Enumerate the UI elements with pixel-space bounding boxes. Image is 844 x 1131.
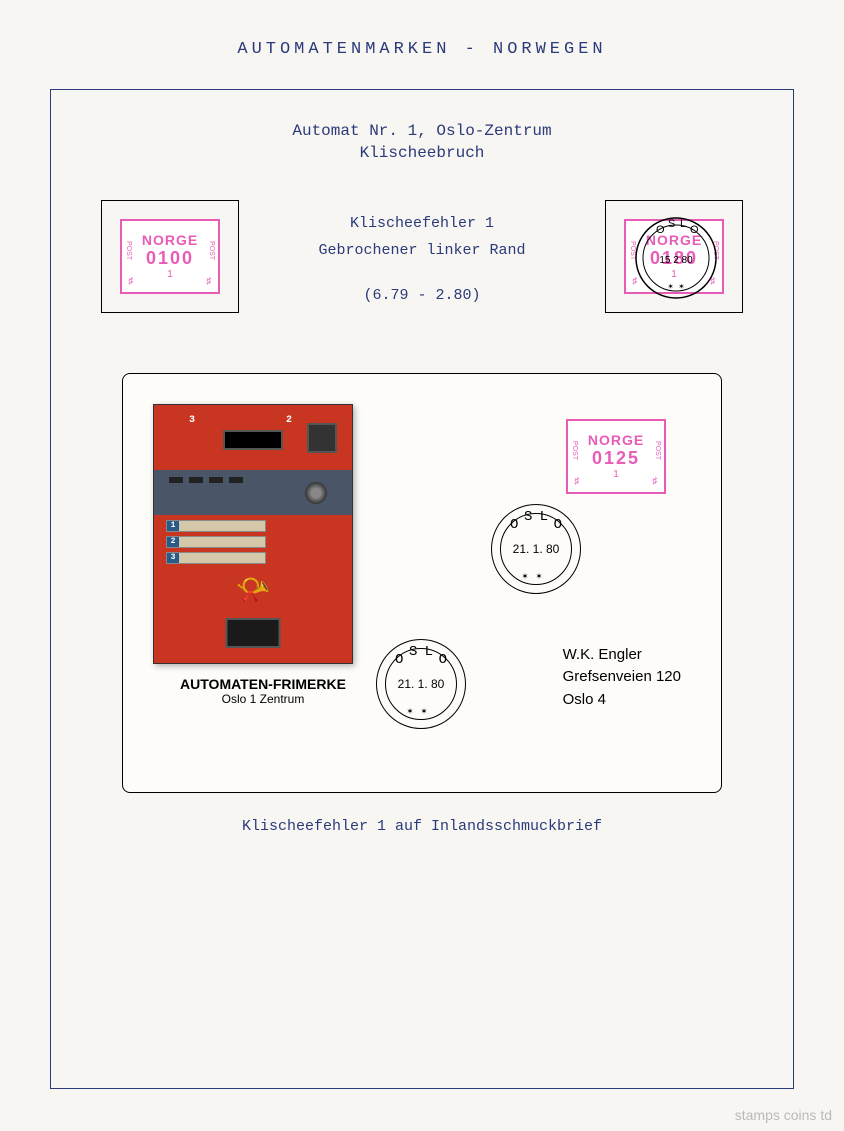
album-page: AUTOMATENMARKEN - NORWEGEN Automat Nr. 1…: [0, 0, 844, 1131]
machine-caption: AUTOMATEN-FRIMERKE Oslo 1 Zentrum: [153, 676, 373, 706]
postmark-date: 21. 1. 80: [398, 677, 445, 691]
pm-char: O: [554, 517, 562, 533]
stamp-number: 1: [167, 269, 173, 280]
postmark-circle: O S L O 21. 1. 80 ✶✶: [491, 504, 581, 594]
arrow-icon: 3: [189, 415, 195, 426]
stamp-post-left: POST: [125, 241, 132, 260]
svg-text:S: S: [668, 218, 675, 230]
pm-char: O: [395, 652, 403, 668]
label-num: 3: [167, 553, 179, 563]
stamp-post-left: POST: [571, 441, 578, 460]
machine-display: [223, 430, 283, 450]
watermark: stamps coins td: [735, 1107, 832, 1123]
bottom-caption: Klischeefehler 1 auf Inlandsschmuckbrief: [81, 818, 763, 835]
horn-icon: ♯: [632, 277, 638, 288]
vending-machine: 3 2 1: [153, 404, 353, 664]
machine-btn: [229, 477, 243, 483]
stamp-left: NORGE 0100 1 POST POST ♯ ♯: [120, 219, 220, 294]
label-num: 2: [167, 537, 179, 547]
stamp-value: 0125: [592, 448, 640, 469]
caption-title: AUTOMATEN-FRIMERKE: [153, 676, 373, 692]
middle-text: Klischeefehler 1 Gebrochener linker Rand…: [239, 210, 605, 309]
machine-knob: [305, 482, 327, 504]
caption-sub: Oslo 1 Zentrum: [153, 692, 373, 706]
horn-icon: ♯: [128, 277, 134, 288]
pm-char: S: [409, 644, 417, 660]
stamp-country: NORGE: [588, 432, 644, 448]
arrow-icon: 2: [286, 415, 292, 426]
machine-label-row: 1: [166, 520, 266, 532]
stamps-row: NORGE 0100 1 POST POST ♯ ♯ Klischeefehle…: [81, 200, 763, 313]
pm-char: O: [439, 652, 447, 668]
envelope-frame: 3 2 1: [122, 373, 722, 793]
machine-btn: [209, 477, 223, 483]
stamp-country: NORGE: [142, 232, 198, 248]
svg-text:L: L: [680, 218, 686, 230]
stamp-right: NORGE 0180 1 POST POST ♯ ♯ O S L O 15 2 …: [624, 219, 724, 294]
address: W.K. Engler Grefsenveien 120 Oslo 4: [563, 644, 681, 712]
stamp-box-right: NORGE 0180 1 POST POST ♯ ♯ O S L O 15 2 …: [605, 200, 743, 313]
middle-line1: Klischeefehler 1: [259, 210, 585, 237]
machine-window: [307, 423, 337, 453]
stamp-box-left: NORGE 0100 1 POST POST ♯ ♯: [101, 200, 239, 313]
header-line2: Klischeebruch: [81, 142, 763, 164]
envelope: 3 2 1: [123, 374, 721, 792]
stamp-value: 0100: [146, 248, 194, 269]
horn-icon: ♯: [574, 477, 580, 488]
machine-label-row: 3: [166, 552, 266, 564]
machine-buttons: [169, 477, 243, 483]
postmark-date: 21. 1. 80: [513, 542, 560, 556]
middle-line3: (6.79 - 2.80): [259, 282, 585, 309]
horn-icon: ♯: [206, 277, 212, 288]
horn-icon: ♯: [652, 477, 658, 488]
envelope-stamp: NORGE 0125 1 POST POST ♯ ♯: [566, 419, 666, 494]
address-city: Oslo 4: [563, 689, 681, 712]
stamp-value: 0180: [650, 248, 698, 269]
postmark-2: O S L O 21. 1. 80 ✶✶: [376, 639, 466, 729]
stamp-number: 1: [613, 469, 619, 480]
machine-btn: [189, 477, 203, 483]
postmark-stars: ✶✶: [492, 571, 580, 583]
page-title: AUTOMATENMARKEN - NORWEGEN: [50, 40, 794, 59]
stamp-post-right: POST: [208, 241, 215, 260]
pm-char: S: [524, 509, 532, 525]
postmark-1: O S L O 21. 1. 80 ✶✶: [491, 504, 581, 594]
address-name: W.K. Engler: [563, 644, 681, 667]
machine-container: 3 2 1: [153, 404, 373, 706]
stamp-number: 1: [671, 269, 677, 280]
stamp-country: NORGE: [646, 232, 702, 248]
middle-line2: Gebrochener linker Rand: [259, 237, 585, 264]
stamp-post-left: POST: [629, 241, 636, 260]
horn-icon: ♯: [710, 277, 716, 288]
header-line1: Automat Nr. 1, Oslo-Zentrum: [81, 120, 763, 142]
pm-char: L: [540, 509, 548, 525]
stamp-post-right: POST: [712, 241, 719, 260]
machine-slot: [226, 618, 281, 648]
machine-btn: [169, 477, 183, 483]
address-street: Grefsenveien 120: [563, 666, 681, 689]
machine-label-row: 2: [166, 536, 266, 548]
svg-text:✶ ✶: ✶ ✶: [668, 282, 685, 292]
envelope-stamp-container: NORGE 0125 1 POST POST ♯ ♯: [566, 419, 666, 494]
machine-label-rows: 1 2 3: [166, 520, 266, 568]
pm-char: O: [510, 517, 518, 533]
main-frame: Automat Nr. 1, Oslo-Zentrum Klischeebruc…: [50, 89, 794, 1089]
horn-logo-icon: 📯: [236, 573, 271, 608]
postmark-stars: ✶✶: [377, 706, 465, 718]
postmark-circle: O S L O 21. 1. 80 ✶✶: [376, 639, 466, 729]
stamp-post-right: POST: [654, 441, 661, 460]
section-header: Automat Nr. 1, Oslo-Zentrum Klischeebruc…: [81, 120, 763, 165]
pm-char: L: [425, 644, 433, 660]
label-num: 1: [167, 521, 179, 531]
